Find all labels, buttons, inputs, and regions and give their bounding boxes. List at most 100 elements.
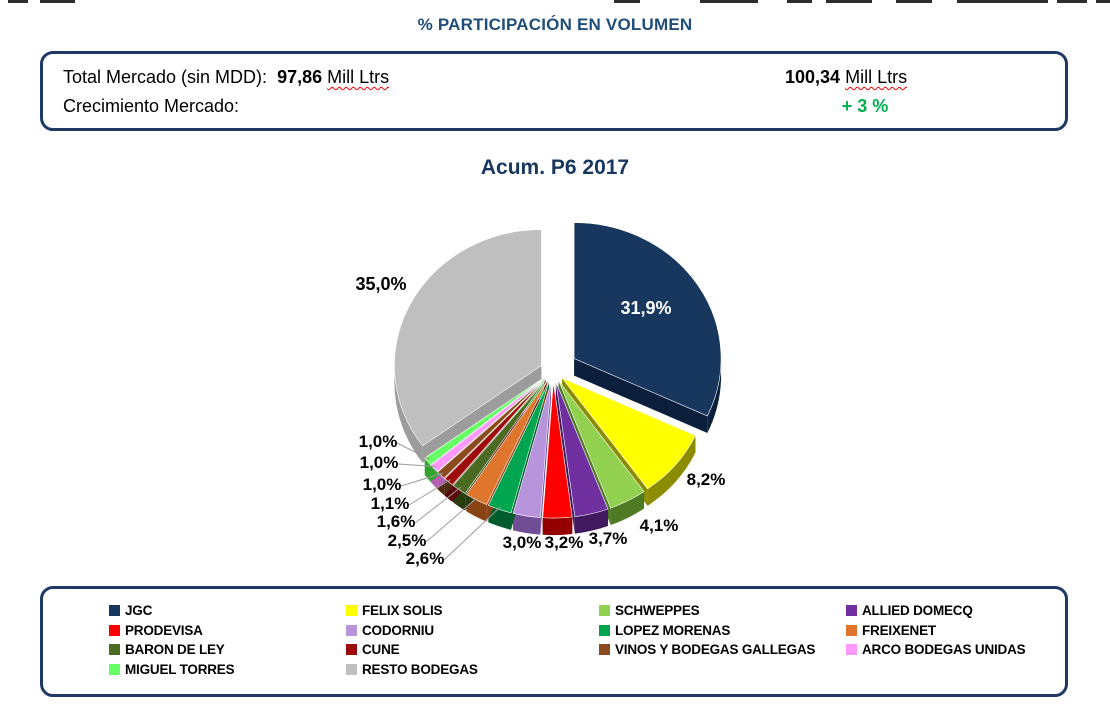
pie-slice [488,381,550,514]
legend-swatch [109,624,120,636]
leader-line [396,442,431,461]
total-market-unit-right: Mill Ltrs [845,67,908,87]
market-summary-box: Total Mercado (sin MDD): 97,86 Mill Ltrs… [40,51,1068,131]
pie-label: 8,2% [687,470,726,489]
pie-label: 31,9% [620,298,671,318]
pie-slice-side [707,358,722,433]
pie-slice-side [394,365,423,463]
pie-label: 1,1% [371,494,410,513]
legend-label: ALLIED DOMECQ [862,603,973,619]
total-market-value-right: 100,34 [785,67,841,87]
pie-slice [573,222,722,417]
legend-item: CODORNIU [346,623,599,638]
pie-label: 1,0% [360,453,399,472]
pie-slice-cut-face [555,381,575,534]
legend-label: BARON DE LEY [125,642,225,658]
pie-label: 2,6% [406,549,445,568]
growth-row: Crecimiento Mercado: + 3 % [43,96,1065,120]
legend-grid: JGC FELIX SOLIS SCHWEPPES ALLIED DOMECQ PROD… [109,601,1049,679]
chart-title: Acum. P6 2017 [480,156,630,179]
pie-slice-cut-face [422,365,542,463]
pie-slice-side [647,435,696,506]
legend-swatch [846,644,857,656]
leader-line [425,496,479,543]
pie-slice [394,229,542,447]
pie-slice [561,377,696,490]
pie-label: 35,0% [355,274,406,294]
legend-item: SCHWEPPES [599,603,846,618]
pie-slice [452,379,547,494]
pie-slice [466,380,548,506]
legend-label: LOPEZ MORENAS [615,622,731,638]
legend-item: ALLIED DOMECQ [846,603,1049,618]
legend-item: PRODEVISA [109,623,346,638]
pie-label: 4,1% [640,516,679,535]
legend-label: ARCO BODEGAS UNIDAS [862,642,1026,658]
legend-swatch [599,624,610,636]
legend-label: VINOS Y BODEGAS GALLEGAS [615,642,816,658]
legend-item: MIGUEL TORRES [109,662,346,677]
chart-legend: JGC FELIX SOLIS SCHWEPPES ALLIED DOMECQ PROD… [40,586,1068,697]
pie-slice-side [542,516,573,536]
legend-swatch [109,663,120,675]
legend-item: CUNE [346,642,599,657]
pie-label: 3,7% [589,529,628,548]
legend-swatch [599,605,610,617]
legend-swatch [846,605,857,617]
pie-label: 1,6% [377,512,416,531]
pie-slice-side [513,513,541,535]
pie-slice-cut-face [540,381,552,535]
pie-label: 3,2% [545,533,584,552]
legend-swatch [109,605,120,617]
legend-swatch [346,624,357,636]
legend-swatch [346,605,357,617]
pie-slice [542,382,573,519]
legend-swatch [846,624,857,636]
legend-item: BARON DE LEY [109,642,346,657]
legend-label: CODORNIU [362,622,434,638]
legend-label: RESTO BODEGAS [362,661,478,677]
page-title: % PARTICIPACIÓN EN VOLUMEN [417,15,693,34]
legend-label: PRODEVISA [125,622,203,638]
pie-slice [558,380,645,509]
legend-item: FREIXENET [846,623,1049,638]
leader-line [397,463,437,468]
legend-label: CUNE [362,642,400,658]
total-market-row: Total Mercado (sin MDD): 97,86 Mill Ltrs… [43,67,1065,91]
legend-swatch [346,644,357,656]
legend-item: LOPEZ MORENAS [599,623,846,638]
legend-label: FELIX SOLIS [362,603,443,619]
pie-label: 3,0% [503,533,542,552]
legend-label: FREIXENET [862,622,936,638]
legend-item: JGC [109,603,346,618]
legend-item: ARCO BODEGAS UNIDAS [846,642,1049,657]
leader-line [414,486,462,524]
pie-slice-side [424,458,431,482]
pie-slice [437,378,545,479]
pie-slice [424,377,544,466]
growth-value: + 3 % [841,96,889,116]
legend-item: FELIX SOLIS [346,603,599,618]
legend-swatch [109,644,120,656]
pie-slice [444,379,546,486]
pie-slice-side [610,491,645,525]
pie-slice-side [574,508,608,534]
legend-label: SCHWEPPES [615,603,700,619]
pie-label: 1,0% [363,475,402,494]
legend-swatch [346,663,357,675]
legend-item: RESTO BODEGAS [346,662,599,677]
pie-slice [512,381,552,518]
pie-label: 1,0% [359,432,398,451]
legend-item: VINOS Y BODEGAS GALLEGAS [599,642,846,657]
total-market-unit: Mill Ltrs [327,67,390,87]
legend-label: JGC [125,603,153,619]
growth-label: Crecimiento Mercado: [63,96,240,116]
legend-swatch [599,644,610,656]
leader-line [443,506,501,561]
pie-slice [555,381,609,517]
pie-slice-cut-face [574,358,708,433]
total-market-label: Total Mercado (sin MDD): [63,67,268,87]
leader-line [400,472,444,487]
